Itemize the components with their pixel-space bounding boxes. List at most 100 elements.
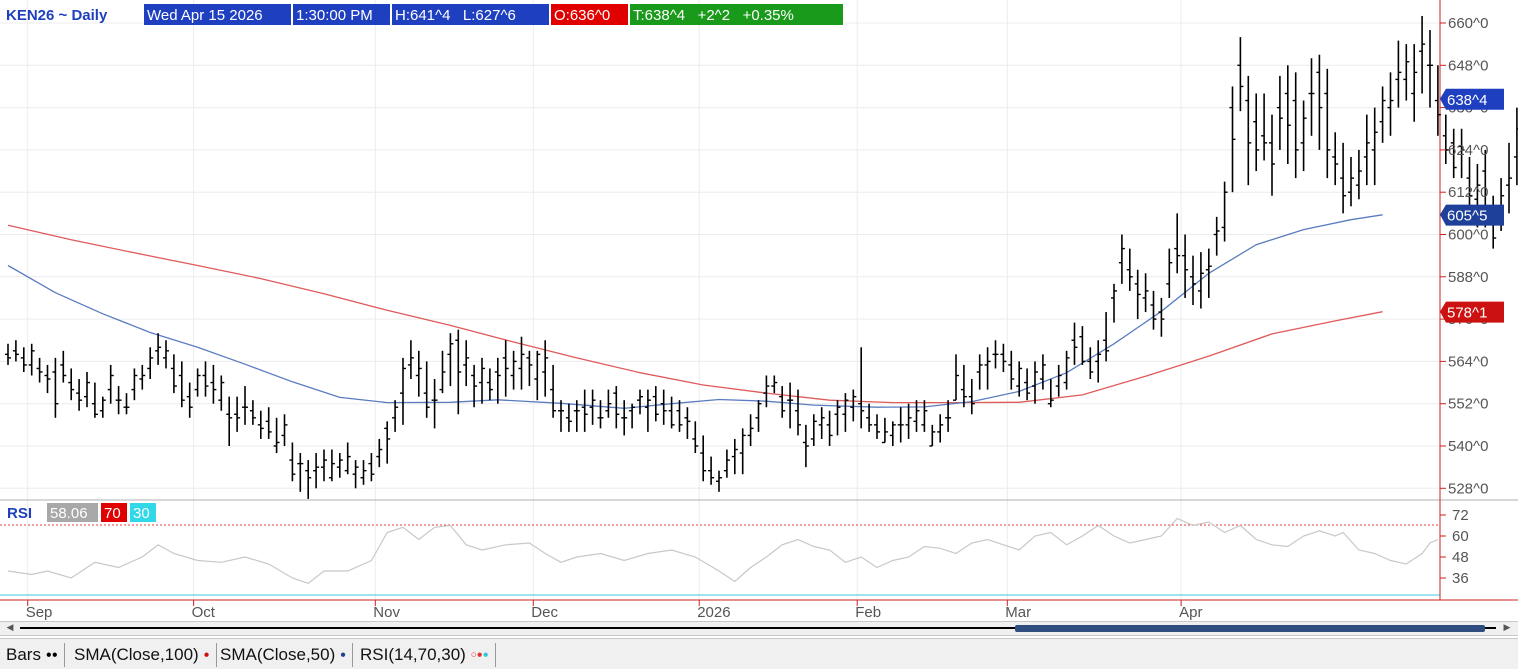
ohlc-bar (226, 396, 233, 446)
ohlc-bar (565, 403, 572, 432)
price-tick-label: 540^0 (1448, 438, 1488, 455)
ohlc-bar (1245, 75, 1252, 186)
ohlc-bar (336, 453, 343, 478)
ohlc-bar (186, 382, 193, 418)
price-chart[interactable]: 660^0648^0636^0624^0612^0600^0588^0576^0… (0, 0, 1518, 621)
time-label: 1:30:00 PM (296, 7, 373, 24)
price-badge: 605^5 (1440, 204, 1504, 226)
ohlc-bar (960, 364, 967, 408)
ohlc-bar (1118, 234, 1125, 284)
last-change-label: T:638^4 +2^2 +0.35% (633, 7, 794, 24)
study-tab-sma100[interactable]: SMA(Close,100) ● (68, 643, 217, 667)
ohlc-bar (637, 389, 643, 415)
ohlc-bar (723, 449, 730, 478)
scroll-right-arrow-icon[interactable]: ▶ (1503, 623, 1511, 633)
ohlc-bar (68, 368, 75, 401)
ohlc-bar (360, 460, 367, 485)
ohlc-bar (739, 428, 746, 475)
ohlc-bar (494, 357, 501, 404)
price-badge: 578^1 (1440, 301, 1504, 323)
ohlc-bar (344, 442, 351, 475)
ohlc-bar (36, 357, 43, 383)
ohlc-bar (202, 361, 209, 397)
ohlc-bar (660, 389, 667, 425)
ohlc-bar (605, 389, 612, 418)
ohlc-bar (881, 417, 888, 444)
rsi-overbought-label: 70 (104, 505, 121, 522)
date-label: Wed Apr 15 2026 (147, 7, 263, 24)
ohlc-bar (242, 386, 248, 425)
study-tab-bars[interactable]: Bars ●● (0, 643, 65, 667)
rsi-header: RSI 58.06 70 30 (7, 503, 156, 522)
ohlc-bar (1434, 65, 1441, 136)
ohlc-bar (439, 350, 446, 394)
ohlc-bar (313, 453, 320, 489)
ohlc-bar (1450, 128, 1457, 179)
time-tick-label: Nov (373, 604, 400, 621)
ohlc-bar (1055, 364, 1062, 397)
ohlc-bar (581, 389, 588, 432)
ohlc-bar (668, 396, 675, 429)
rsi-line (7, 517, 1439, 584)
rsi-label: RSI (7, 505, 32, 522)
ohlc-bar (407, 340, 414, 380)
ohlc-bar (826, 410, 833, 446)
study-tab-rsi[interactable]: RSI(14,70,30) ○●● (354, 643, 496, 667)
ohlc-bar (1095, 340, 1102, 383)
ohlc-bar (305, 460, 312, 499)
ohlc-bar (1134, 269, 1141, 320)
scroll-track[interactable] (20, 627, 1496, 629)
ohlc-bar (558, 400, 564, 432)
ohlc-bar (1126, 248, 1133, 291)
price-axis-badges: 638^4 605^5 578^1 (1440, 88, 1504, 323)
rsi-tick-label: 60 (1452, 528, 1469, 545)
ohlc-bar (328, 449, 335, 482)
price-tick-label: 624^0 (1448, 142, 1488, 159)
bars-legend-icon: ●● (45, 649, 58, 661)
price-tick-label: 588^0 (1448, 269, 1488, 286)
ohlc-bar (700, 435, 707, 482)
scroll-left-arrow-icon[interactable]: ◀ (6, 623, 14, 633)
ohlc-bar (1000, 343, 1007, 372)
ohlc-bar (1466, 156, 1473, 207)
rsi-axis-ticks: 72 60 48 36 (1440, 507, 1469, 587)
ohlc-bar (834, 400, 841, 436)
time-tick-label: Oct (192, 604, 216, 621)
ohlc-bar (913, 400, 920, 432)
ohlc-bar (1387, 72, 1394, 136)
ohlc-bar (455, 329, 462, 415)
time-scrollbar[interactable]: ◀ ▶ (0, 621, 1518, 636)
ohlc-bar (131, 368, 138, 401)
ohlc-bar (178, 361, 185, 408)
ohlc-bar (810, 414, 817, 446)
study-rsi-label: RSI(14,70,30) (360, 645, 466, 664)
ohlc-bar (1087, 347, 1094, 380)
ohlc-bar (1300, 100, 1307, 172)
ohlc-bar (1150, 290, 1157, 330)
ohlc-bar (795, 389, 801, 436)
scroll-thumb[interactable] (1015, 625, 1485, 632)
ohlc-bar (1103, 312, 1110, 362)
ohlc-bar (1197, 252, 1204, 309)
ohlc-bar (1237, 37, 1244, 112)
ohlc-bar (99, 396, 106, 418)
ohlc-bar (1261, 93, 1268, 161)
ohlc-bar (755, 400, 762, 432)
study-tab-sma50[interactable]: SMA(Close,50) ● (214, 643, 354, 667)
rsi-tick-label: 36 (1452, 570, 1469, 587)
ohlc-bar (297, 453, 304, 492)
ohlc-bar (28, 343, 35, 376)
ohlc-bar (1340, 142, 1347, 214)
ohlc-bar (1308, 58, 1315, 136)
price-badge-label: 638^4 (1447, 92, 1487, 109)
ohlc-bar (1047, 379, 1054, 408)
price-tick-label: 612^0 (1448, 184, 1488, 201)
ohlc-bar (858, 347, 865, 429)
ohlc-bar (1008, 350, 1015, 390)
ohlc-bar (629, 403, 636, 429)
ohlc-bar (321, 449, 327, 482)
ohlc-bar (486, 368, 493, 401)
ohlc-bar (1316, 54, 1323, 150)
ohlc-bar (1371, 107, 1378, 186)
price-bars (5, 15, 1518, 499)
